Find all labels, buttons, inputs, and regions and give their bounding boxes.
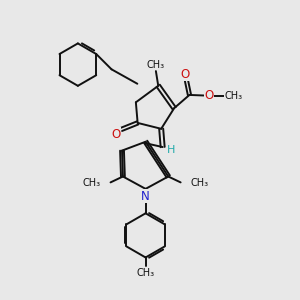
Text: CH₃: CH₃ bbox=[190, 178, 208, 188]
Text: N: N bbox=[141, 190, 150, 203]
Text: H: H bbox=[167, 145, 175, 155]
Text: CH₃: CH₃ bbox=[83, 178, 101, 188]
Text: CH₃: CH₃ bbox=[147, 60, 165, 70]
Text: O: O bbox=[204, 89, 214, 102]
Text: CH₃: CH₃ bbox=[136, 268, 154, 278]
Text: O: O bbox=[112, 128, 121, 141]
Text: CH₃: CH₃ bbox=[225, 91, 243, 100]
Text: O: O bbox=[180, 68, 190, 81]
